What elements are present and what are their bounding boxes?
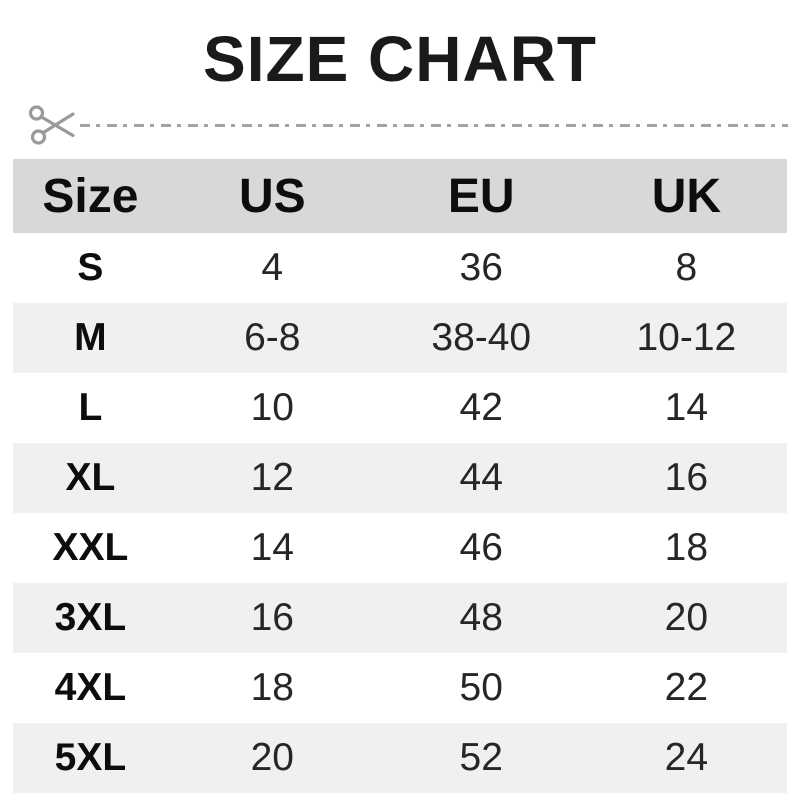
cell-eu: 46 [459,526,503,569]
cell-size: S [77,246,104,289]
cell-uk: 24 [664,736,709,779]
table-row: S 4 36 8 [13,233,787,303]
scissors-icon [28,105,75,145]
cell-eu: 44 [459,456,503,499]
cell-uk: 14 [664,386,709,429]
cell-us: 10 [250,386,294,429]
table-row: XXL 14 46 18 [13,513,787,583]
cell-size: XXL [52,526,129,569]
cell-size: 4XL [54,666,127,709]
cell-us: 16 [250,596,294,639]
cell-eu: 48 [459,596,503,639]
header-eu: EU [447,169,515,223]
cell-us: 12 [250,456,294,499]
table-row: XL 12 44 16 [13,443,787,513]
table-row: 5XL 20 52 24 [13,723,787,793]
cell-eu: 36 [459,246,503,289]
cell-eu: 38-40 [431,316,532,359]
header-size: Size [42,169,139,223]
cell-eu: 52 [459,736,503,779]
cell-us: 14 [250,526,294,569]
header-uk: UK [651,169,722,223]
table-row: M 6-8 38-40 10-12 [13,303,787,373]
dashed-cut-line [80,123,788,127]
cell-size: M [74,316,107,359]
cell-us: 18 [250,666,294,709]
cell-uk: 20 [664,596,709,639]
cell-us: 20 [250,736,294,779]
page-title: SIZE CHART [203,23,597,95]
cell-us: 6-8 [244,316,301,359]
cell-eu: 50 [459,666,503,709]
cell-uk: 10-12 [636,316,737,359]
table-header-row: Size US EU UK [13,159,787,233]
table-row: L 10 42 14 [13,373,787,443]
header-us: US [238,169,306,223]
table-row: 3XL 16 48 20 [13,583,787,653]
cut-line [28,102,788,148]
cell-size: L [78,386,103,429]
cell-us: 4 [261,246,284,289]
size-table: Size US EU UK S 4 36 8 M 6-8 38-40 10-12… [13,159,787,793]
cell-uk: 18 [664,526,709,569]
cell-size: XL [65,456,116,499]
cell-size: 3XL [54,596,127,639]
cell-eu: 42 [459,386,503,429]
cell-size: 5XL [54,736,127,779]
table-row: 4XL 18 50 22 [13,653,787,723]
cell-uk: 16 [664,456,709,499]
cell-uk: 8 [675,246,698,289]
cell-uk: 22 [664,666,709,709]
